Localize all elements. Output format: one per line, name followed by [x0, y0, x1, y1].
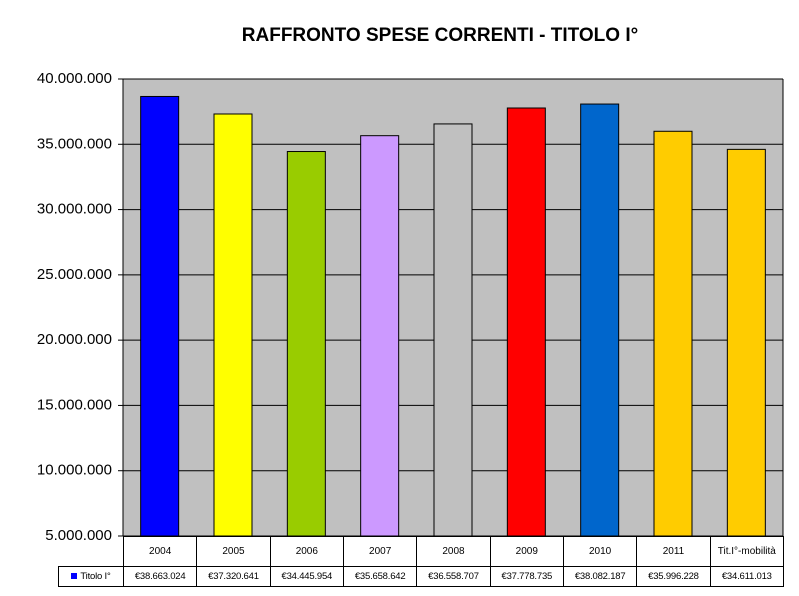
- bar: [213, 113, 253, 537]
- legend-label: Titolo I°: [80, 571, 111, 582]
- value-row: Titolo I° €38.663.024 €37.320.641 €34.445.9…: [58, 566, 785, 587]
- y-tick-label: 25.000.000: [37, 266, 112, 283]
- blank-cell: [59, 537, 124, 567]
- category-row: 2004 2005 2006 2007 2008 2009 2010 2011 Tit.I°-m…: [59, 536, 785, 567]
- x-tick-label: 2004: [122, 536, 198, 567]
- y-tick-label: 20.000.000: [37, 331, 112, 348]
- bar: [360, 135, 400, 537]
- data-label: €36.558.707: [416, 566, 491, 587]
- y-tick-label: 35.000.000: [37, 135, 112, 152]
- chart-title: RAFFRONTO SPESE CORRENTI - TITOLO I°: [242, 25, 638, 46]
- bar: [653, 130, 693, 537]
- data-label: €37.320.641: [196, 566, 271, 587]
- bar: [506, 107, 546, 537]
- bar: [140, 95, 180, 537]
- data-label: €38.663.024: [122, 566, 198, 587]
- legend-key: [71, 573, 78, 580]
- x-tick-label: Tit.I°-mobilità: [709, 536, 785, 567]
- y-tick-label: 40.000.000: [37, 70, 112, 87]
- y-tick-label: 30.000.000: [37, 201, 112, 218]
- x-tick-label: 2011: [636, 536, 711, 567]
- data-label: €35.996.228: [636, 566, 711, 587]
- y-tick-label: 15.000.000: [37, 396, 112, 413]
- y-tick-label: 5.000.000: [45, 527, 112, 544]
- data-label: €35.658.642: [342, 566, 418, 587]
- data-table: 2004 2005 2006 2007 2008 2009 2010 2011 Tit.I°-m…: [58, 536, 785, 587]
- x-tick-label: 2009: [489, 536, 564, 567]
- x-tick-label: 2006: [269, 536, 344, 567]
- x-tick-label: 2007: [342, 536, 418, 567]
- bar: [580, 103, 620, 537]
- legend-cell: Titolo I°: [58, 566, 124, 587]
- data-label: €34.611.013: [709, 566, 785, 587]
- x-tick-label: 2008: [416, 536, 491, 567]
- bar: [726, 148, 766, 537]
- x-tick-label: 2005: [196, 536, 271, 567]
- y-tick-label: 10.000.000: [37, 462, 112, 479]
- data-label: €37.778.735: [489, 566, 564, 587]
- bar: [286, 151, 326, 537]
- bar: [433, 123, 473, 537]
- data-label: €34.445.954: [269, 566, 344, 587]
- x-tick-label: 2010: [562, 536, 638, 567]
- data-label: €38.082.187: [562, 566, 638, 587]
